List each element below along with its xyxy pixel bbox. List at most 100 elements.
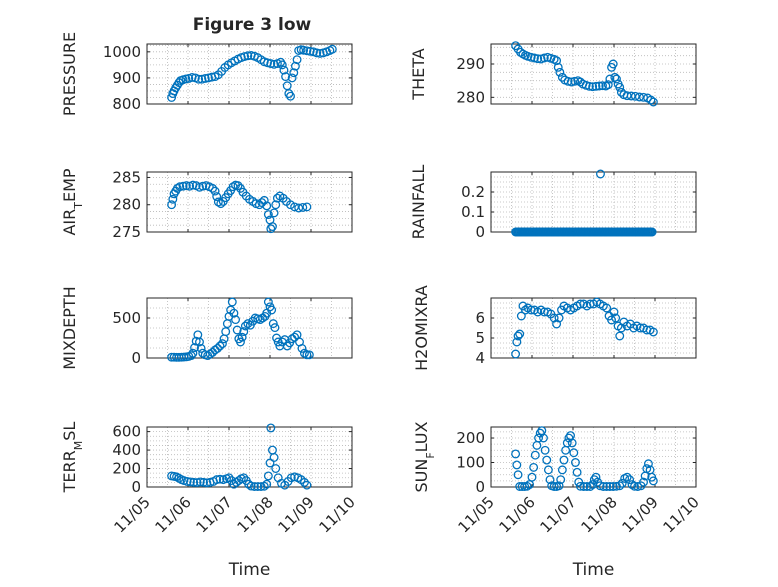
y-tick-label: 275 [112,223,141,241]
data-point [266,59,276,69]
data-point [575,481,585,491]
series-points [167,44,337,102]
data-point [246,481,256,491]
data-point [554,313,564,323]
subplot-mixdepth: 0 500 MIXDEPTH [60,286,353,370]
data-point [236,337,245,347]
data-point [534,433,544,443]
data-point [182,477,192,486]
data-point [612,74,621,84]
data-point [269,208,279,218]
y-tick-label: 4 [475,349,485,367]
x-tick-label: 11/09 [619,493,662,536]
data-point [559,455,569,465]
data-point [304,350,314,360]
series-points [511,169,657,237]
data-point [545,475,555,485]
data-point [605,74,615,84]
data-point [539,53,549,63]
data-point [213,197,223,207]
data-point [253,482,263,491]
y-tick-label: 1000 [103,43,141,61]
data-point [268,445,277,455]
data-point [567,438,577,448]
data-point [271,200,281,210]
data-point [199,477,209,487]
y-tick-label: 400 [112,441,141,459]
data-point [569,448,579,458]
data-point [271,464,281,473]
y-axis-label: SUNFLUX [412,421,437,492]
data-point [272,193,282,203]
data-point [513,331,523,341]
data-point [240,52,250,61]
data-point [549,482,559,491]
data-point [298,203,308,212]
data-point [616,323,626,333]
data-point [605,482,615,491]
data-point [282,81,292,91]
data-point [516,47,525,57]
data-point [292,55,302,65]
data-point [511,449,521,459]
data-point [188,348,198,358]
data-point [533,54,543,64]
y-tick-label: 100 [456,454,485,472]
data-point [227,297,237,307]
data-point [555,67,565,77]
data-point [270,323,280,333]
series-points [167,297,314,362]
data-point [299,348,309,358]
data-point [302,480,312,490]
data-point [557,465,567,475]
data-point [187,72,197,82]
data-point [513,470,523,480]
data-point [602,482,612,491]
data-point [263,471,273,481]
data-point [633,482,643,491]
data-point [192,478,202,488]
data-point [219,334,229,344]
data-point [202,478,212,488]
axes-box [146,426,353,488]
data-point [217,339,227,349]
x-axis-label: Time [572,560,615,580]
data-point [634,92,644,102]
data-point [639,477,648,487]
y-tick-label: 285 [112,168,141,186]
data-point [265,458,275,468]
x-tick-label: 11/07 [193,493,236,536]
y-tick-label: 0.2 [461,183,485,201]
data-point [566,77,576,87]
data-point [648,97,658,107]
y-tick-label: 290 [456,55,485,73]
y-tick-label: 0.1 [461,203,485,221]
y-tick-label: 0 [131,349,141,367]
series-points [511,426,658,491]
data-point [204,73,213,83]
x-tick-label: 11/10 [316,493,359,536]
data-point [215,341,225,351]
y-axis-label: RAINFALL [409,165,428,240]
data-point [646,95,656,105]
data-point [579,482,589,491]
data-point [540,445,550,455]
y-tick-label: 0 [131,478,141,496]
subplot-terr-msl: 0200400600TERRMSL11/0511/0611/0711/0811/… [60,422,359,580]
data-point [210,186,220,196]
data-point [243,51,253,61]
data-point [511,349,521,359]
x-tick-label: 11/08 [234,493,277,536]
data-point [627,480,637,490]
data-point [208,183,218,193]
data-point [630,481,639,491]
data-point [302,202,312,212]
x-tick-label: 11/05 [111,493,154,536]
y-tick-label: 900 [112,69,141,87]
data-point [591,472,601,482]
data-point [594,81,604,91]
data-point [289,68,299,78]
y-axis-label: PRESSURE [60,32,79,116]
data-point [268,319,278,329]
